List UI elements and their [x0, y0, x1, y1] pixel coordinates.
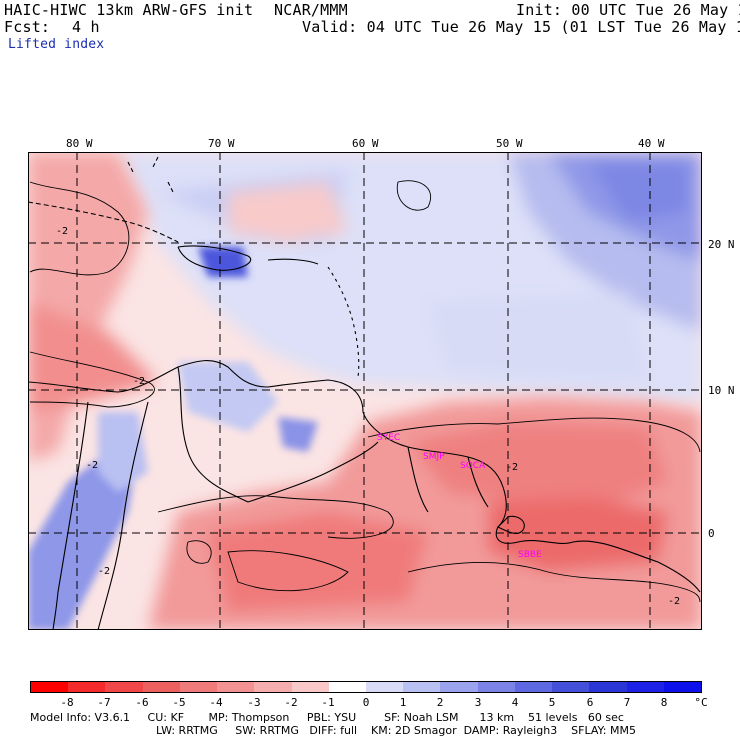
colorbar-swatch	[626, 682, 664, 692]
colorbar-swatch	[254, 682, 292, 692]
colorbar-swatch	[142, 682, 180, 692]
colorbar-swatch	[291, 682, 329, 692]
colorbar	[30, 681, 702, 693]
colorbar-tick: 5	[548, 696, 556, 709]
colorbar-tick: 0	[362, 696, 370, 709]
forecast-label: Fcst:	[4, 18, 51, 36]
colorbar-swatch	[514, 682, 553, 692]
contour-lines	[29, 180, 701, 603]
colorbar-tick: -1	[321, 696, 335, 709]
colorbar-swatch	[477, 682, 515, 692]
coastlines	[28, 156, 701, 630]
org-label: NCAR/MMM	[274, 1, 348, 19]
contour-label: -2	[668, 596, 680, 607]
colorbar-swatch	[105, 682, 143, 692]
lon-label-70w: 70 W	[208, 137, 235, 150]
colorbar-tick: 2	[436, 696, 444, 709]
lon-label-50w: 50 W	[496, 137, 523, 150]
model-info-line2: LW: RRTMG SW: RRTMG DIFF: full KM: 2D Sm…	[156, 724, 636, 737]
lon-label-60w: 60 W	[352, 137, 379, 150]
station-label-soca: SOCA	[460, 461, 486, 471]
station-label-sbbe: SBBE	[518, 550, 542, 560]
colorbar-swatch	[589, 682, 627, 692]
colorbar-swatch	[663, 682, 701, 692]
colorbar-tick: -4	[209, 696, 223, 709]
station-labels: SYEC SMJP SOCA SBBE	[377, 433, 542, 560]
model-title: HAIC-HIWC 13km ARW-GFS init	[4, 1, 254, 19]
colorbar-tick: 3	[474, 696, 482, 709]
lifted-index-map: -2 -2 -2 -2 -2 -2 SYEC SMJP SOCA SBBE	[28, 152, 702, 630]
contour-label: -2	[86, 460, 98, 471]
station-label-syec: SYEC	[377, 433, 400, 443]
lat-label-20n: 20 N	[708, 238, 735, 251]
model-info-line1: Model Info: V3.6.1 CU: KF MP: Thompson P…	[30, 711, 624, 724]
colorbar-unit: °C	[694, 696, 708, 709]
colorbar-swatch	[403, 682, 441, 692]
colorbar-tick: -3	[247, 696, 261, 709]
colorbar-swatch	[552, 682, 590, 692]
contour-label: -2	[506, 462, 518, 473]
colorbar-tick: 8	[660, 696, 668, 709]
station-label-smjp: SMJP	[423, 452, 445, 462]
colorbar-tick: 7	[623, 696, 631, 709]
forecast-hour: 4 h	[72, 18, 100, 36]
colorbar-tick: -6	[135, 696, 149, 709]
colorbar-swatch	[68, 682, 106, 692]
colorbar-tick: 4	[511, 696, 519, 709]
colorbar-swatch	[328, 682, 366, 692]
lon-label-40w: 40 W	[638, 137, 665, 150]
contour-label: -2	[56, 226, 68, 237]
init-time: Init: 00 UTC Tue 26 May 15	[516, 1, 740, 19]
colorbar-swatch	[179, 682, 218, 692]
colorbar-tick: -8	[60, 696, 74, 709]
contour-value-labels: -2 -2 -2 -2 -2 -2	[56, 226, 680, 607]
colorbar-swatch	[31, 682, 69, 692]
colorbar-tick: -5	[172, 696, 186, 709]
colorbar-tick: -2	[284, 696, 298, 709]
colorbar-tick: 6	[586, 696, 594, 709]
map-frame	[28, 152, 702, 630]
lon-label-80w: 80 W	[66, 137, 93, 150]
contour-label: -2	[98, 566, 110, 577]
colorbar-tick: -7	[97, 696, 111, 709]
lat-label-10n: 10 N	[708, 384, 735, 397]
colorbar-swatch	[217, 682, 255, 692]
colorbar-swatch	[440, 682, 478, 692]
valid-time: Valid: 04 UTC Tue 26 May 15 (01 LST Tue …	[302, 18, 740, 36]
lat-label-0: 0	[708, 527, 715, 540]
colorbar-tick: 1	[399, 696, 407, 709]
shading-layer	[28, 152, 702, 630]
contour-label: -2	[133, 376, 145, 387]
colorbar-swatch	[365, 682, 404, 692]
lat-lon-grid	[28, 152, 702, 630]
field-name: Lifted index	[8, 37, 105, 52]
